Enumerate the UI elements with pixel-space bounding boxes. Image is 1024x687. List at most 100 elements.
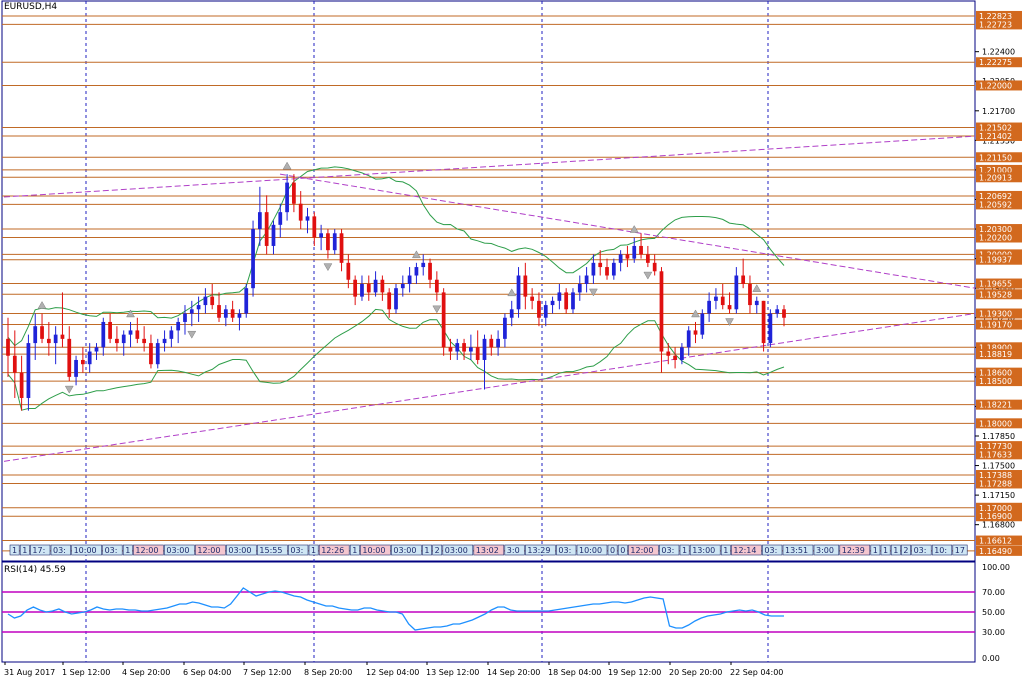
price-level-tag bbox=[976, 376, 1022, 387]
candle-body bbox=[680, 347, 684, 360]
candle-body bbox=[782, 309, 786, 318]
time-chip bbox=[473, 544, 505, 556]
price-level-tag bbox=[976, 470, 1022, 481]
time-axis-label: 8 Sep 20:00 bbox=[304, 668, 352, 677]
price-axis-label: 1.19600 bbox=[982, 284, 1015, 293]
time-chip bbox=[71, 544, 102, 556]
fractal-marker bbox=[629, 224, 639, 233]
price-level-label: 1.17388 bbox=[979, 471, 1012, 480]
price-level-tag bbox=[976, 199, 1022, 210]
time-chip bbox=[442, 544, 474, 556]
price-level-tag bbox=[976, 449, 1022, 460]
time-chip bbox=[679, 544, 690, 556]
time-chip-label: 1 bbox=[682, 546, 687, 555]
time-chip-label: 03: bbox=[558, 546, 571, 555]
price-level-label: 1.20592 bbox=[979, 200, 1012, 209]
time-chip bbox=[576, 544, 608, 556]
time-chip bbox=[556, 544, 577, 556]
price-level-tag bbox=[976, 232, 1022, 243]
candle-body bbox=[469, 347, 473, 352]
price-level-tag bbox=[976, 342, 1022, 353]
rsi-indicator-label: RSI(14) 45.59 bbox=[4, 565, 66, 575]
price-level-tag bbox=[976, 367, 1022, 378]
price-level-label: 1.21502 bbox=[979, 124, 1012, 133]
candle-body bbox=[496, 338, 500, 348]
price-level-label: 1.19170 bbox=[979, 320, 1012, 329]
descending-trend-line bbox=[279, 173, 976, 289]
time-chip bbox=[839, 544, 871, 556]
time-chip bbox=[30, 544, 51, 556]
candle-body bbox=[108, 321, 112, 339]
time-chip bbox=[762, 544, 783, 556]
price-level-tag bbox=[976, 441, 1022, 452]
candle-body bbox=[230, 309, 235, 318]
candle-body bbox=[618, 254, 623, 263]
price-level-label: 1.21000 bbox=[979, 166, 1012, 175]
price-level-label: 1.19300 bbox=[979, 310, 1012, 319]
time-chip-label: 15:55 bbox=[259, 546, 282, 555]
candle-body bbox=[183, 313, 187, 322]
fractal-marker bbox=[507, 288, 517, 297]
time-chip-label: 1 bbox=[424, 546, 429, 555]
candle-body bbox=[571, 292, 575, 310]
time-chip-label: 1 bbox=[883, 546, 888, 555]
candle-body bbox=[67, 338, 72, 377]
bollinger-upper-band bbox=[7, 166, 785, 347]
fractal-marker bbox=[126, 309, 135, 318]
price-level-label: 1.16900 bbox=[979, 512, 1012, 521]
rsi-axis-label: 100.00 bbox=[982, 563, 1010, 572]
price-level-tag bbox=[976, 511, 1022, 522]
price-level-tag bbox=[976, 10, 1022, 21]
time-chip bbox=[504, 544, 525, 556]
time-chip bbox=[349, 544, 360, 556]
rsi-line bbox=[7, 587, 784, 631]
time-chip-label: 17: bbox=[32, 546, 45, 555]
price-axis-label: 1.22400 bbox=[982, 48, 1015, 57]
time-chip-label: 03:00 bbox=[393, 546, 416, 555]
time-chip bbox=[360, 544, 391, 556]
candle-body bbox=[537, 300, 541, 318]
candle-body bbox=[666, 351, 671, 356]
price-level-label: 1.19937 bbox=[979, 256, 1012, 265]
time-chip bbox=[731, 544, 762, 556]
candle-body bbox=[155, 343, 160, 365]
time-axis-label: 1 Sep 12:00 bbox=[62, 668, 110, 677]
time-chip bbox=[19, 544, 30, 556]
candle-body bbox=[360, 283, 364, 297]
candle-body bbox=[271, 224, 276, 246]
candle-body bbox=[557, 292, 562, 301]
price-level-tag bbox=[976, 418, 1022, 429]
candle-body bbox=[577, 283, 582, 293]
price-level-label: 1.18819 bbox=[979, 350, 1012, 359]
candle-body bbox=[149, 343, 153, 365]
price-level-label: 1.19655 bbox=[979, 280, 1012, 289]
time-chip bbox=[952, 544, 968, 556]
candle-body bbox=[53, 334, 58, 344]
time-chip bbox=[870, 544, 881, 556]
time-chip bbox=[659, 544, 680, 556]
candle-body bbox=[292, 182, 296, 204]
price-level-tag bbox=[976, 254, 1022, 265]
time-chip bbox=[782, 544, 814, 556]
time-chip-label: 10:00 bbox=[362, 546, 385, 555]
candle-body bbox=[121, 334, 126, 344]
fractal-marker bbox=[643, 271, 653, 280]
time-chip bbox=[9, 544, 20, 556]
time-chip-label: 03:00 bbox=[228, 546, 251, 555]
time-chip-label: 1 bbox=[723, 546, 728, 555]
candle-body bbox=[625, 254, 630, 259]
price-level-label: 1.17000 bbox=[979, 504, 1012, 513]
candle-body bbox=[298, 203, 303, 221]
candle-body bbox=[645, 254, 650, 263]
time-chip bbox=[318, 544, 350, 556]
rsi-axis-label: 70.00 bbox=[982, 588, 1005, 597]
candle-body bbox=[734, 275, 739, 310]
candle-body bbox=[714, 296, 718, 301]
candle-body bbox=[169, 330, 174, 339]
fractal-marker bbox=[282, 161, 292, 170]
candle-body bbox=[673, 355, 677, 360]
price-level-tag bbox=[976, 399, 1022, 410]
time-chip-label: 13:00 bbox=[692, 546, 715, 555]
